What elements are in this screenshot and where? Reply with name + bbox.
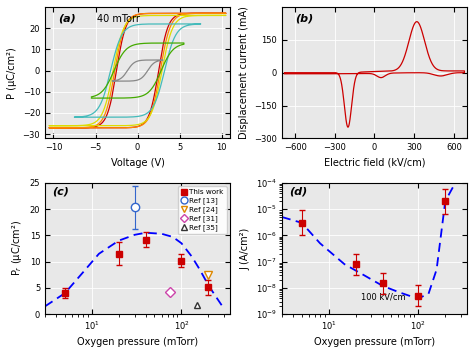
Text: (c): (c) bbox=[53, 187, 69, 197]
Legend: This work, Ref [13], Ref [24], Ref [31], Ref [35]: This work, Ref [13], Ref [24], Ref [31],… bbox=[178, 186, 227, 234]
X-axis label: Electric field (kV/cm): Electric field (kV/cm) bbox=[324, 158, 425, 168]
Y-axis label: J (A/cm²): J (A/cm²) bbox=[240, 227, 250, 270]
Y-axis label: Displacement current (mA): Displacement current (mA) bbox=[238, 6, 248, 139]
Text: 40 mTorr: 40 mTorr bbox=[97, 13, 140, 23]
Text: (a): (a) bbox=[58, 13, 76, 23]
Y-axis label: P (μC/cm²): P (μC/cm²) bbox=[7, 47, 17, 98]
Text: (b): (b) bbox=[295, 13, 313, 23]
X-axis label: Oxygen pressure (mTorr): Oxygen pressure (mTorr) bbox=[314, 337, 435, 347]
Y-axis label: P$_r$ (μC/cm²): P$_r$ (μC/cm²) bbox=[10, 221, 24, 276]
X-axis label: Voltage (V): Voltage (V) bbox=[110, 158, 164, 168]
Text: (d): (d) bbox=[289, 187, 308, 197]
X-axis label: Oxygen pressure (mTorr): Oxygen pressure (mTorr) bbox=[77, 337, 198, 347]
Text: 100 kV/cm: 100 kV/cm bbox=[361, 292, 406, 301]
